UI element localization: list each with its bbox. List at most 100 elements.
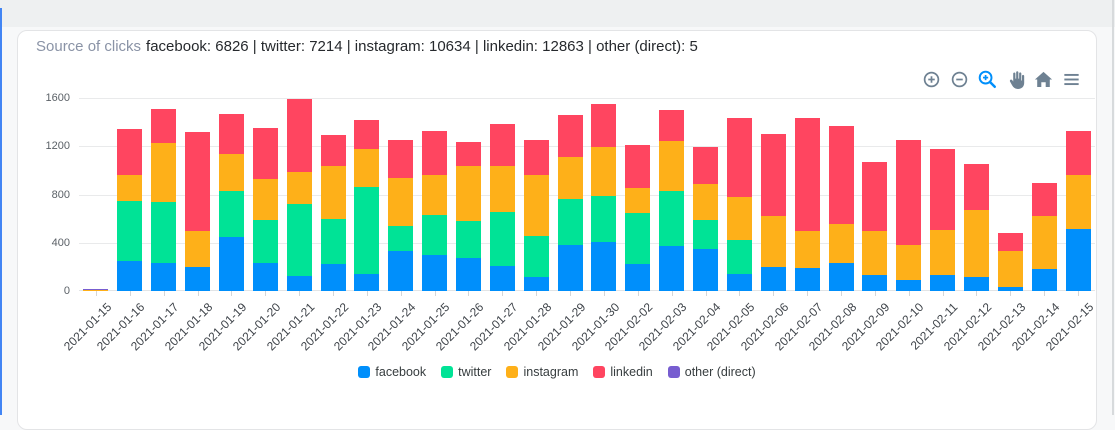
bar-2021-01-21[interactable] [286,99,312,291]
bar-segment-instagram [489,166,515,212]
bar-2021-02-12[interactable] [963,164,989,291]
bar-segment-facebook [422,254,448,291]
bar-segment-instagram [591,147,617,197]
bar-2021-01-15[interactable] [83,289,109,291]
bar-2021-01-16[interactable] [117,128,143,291]
zoom-out-icon[interactable] [949,69,970,90]
legend-item-facebook[interactable]: facebook [358,365,426,379]
bar-segment-facebook [659,246,685,291]
menu-icon[interactable] [1061,69,1082,90]
x-axis-tick [231,291,233,296]
x-axis-tick [603,291,605,296]
bar-2021-01-20[interactable] [252,127,278,291]
bar-segment-linkedin [591,104,617,148]
bar-2021-02-13[interactable] [997,232,1023,291]
bar-2021-02-15[interactable] [1065,130,1091,291]
bar-2021-01-17[interactable] [151,108,177,291]
zoom-in-icon[interactable] [921,69,942,90]
bar-segment-twitter [489,212,515,267]
bar-2021-01-28[interactable] [523,140,549,291]
bar-segment-facebook [185,267,211,291]
bar-2021-02-09[interactable] [862,161,888,291]
bar-2021-01-25[interactable] [422,131,448,291]
x-axis-tick [163,291,165,296]
bar-segment-instagram [1065,174,1091,229]
legend-item-linkedin[interactable]: linkedin [593,365,653,379]
legend-marker [358,366,371,378]
home-icon[interactable] [1033,69,1054,90]
bar-segment-instagram [320,166,346,219]
legend-marker [441,366,454,378]
x-axis-tick [502,291,504,296]
bar-2021-01-18[interactable] [185,132,211,291]
x-axis-tick [129,291,131,296]
bar-segment-facebook [320,264,346,291]
legend-item-twitter[interactable]: twitter [441,365,491,379]
x-axis-tick [570,291,572,296]
bar-2021-02-05[interactable] [726,117,752,291]
x-axis-tick [637,291,639,296]
x-axis-tick [299,291,301,296]
bar-2021-02-11[interactable] [930,149,956,291]
x-axis-line [79,290,1095,291]
bar-segment-twitter [286,204,312,276]
x-axis-tick [671,291,673,296]
bar-segment-twitter [455,221,481,258]
bar-2021-02-08[interactable] [828,126,854,291]
y-axis-label: 1200 [45,140,70,153]
bar-2021-01-29[interactable] [557,114,583,291]
legend-item-other-direct-[interactable]: other (direct) [667,365,756,379]
bar-segment-linkedin [794,117,820,231]
bar-segment-instagram [286,171,312,205]
x-axis-tick [366,291,368,296]
bar-segment-linkedin [659,110,685,141]
bar-2021-01-30[interactable] [591,104,617,291]
left-accent-bar [0,8,2,415]
x-axis-tick [468,291,470,296]
bar-segment-instagram [523,175,549,237]
bar-2021-01-26[interactable] [455,142,481,291]
bar-segment-twitter [693,220,719,250]
bar-segment-linkedin [252,127,278,179]
bar-segment-twitter [388,225,414,252]
bar-2021-02-02[interactable] [625,145,651,291]
bar-2021-02-07[interactable] [794,117,820,291]
x-axis-tick [773,291,775,296]
bar-segment-other-direct- [83,289,109,290]
bar-2021-01-24[interactable] [388,140,414,291]
bar-segment-facebook [151,262,177,291]
bar-2021-02-04[interactable] [693,146,719,291]
bar-segment-instagram [896,245,922,281]
bar-2021-02-14[interactable] [1031,183,1057,291]
bar-segment-linkedin [1031,183,1057,216]
pan-icon[interactable] [1005,69,1026,90]
bar-2021-02-10[interactable] [896,139,922,291]
bar-segment-instagram [760,215,786,268]
chart-panel: Source of clicks facebook: 6826 | twitter… [17,30,1097,430]
bar-2021-01-23[interactable] [354,119,380,291]
bar-2021-02-06[interactable] [760,133,786,291]
bar-segment-linkedin [557,114,583,157]
bar-segment-twitter [726,239,752,274]
x-axis-tick [1044,291,1046,296]
bar-2021-01-22[interactable] [320,134,346,291]
selection-zoom-icon[interactable] [977,69,998,90]
x-axis-tick [333,291,334,296]
bar-2021-01-19[interactable] [218,114,244,291]
chart-legend: facebook twitter instagram linkedin other (d… [18,365,1096,379]
bar-segment-instagram [557,156,583,200]
bar-2021-01-27[interactable] [489,123,515,291]
bar-segment-instagram [185,231,211,268]
bar-segment-facebook [117,260,143,291]
gridline [79,98,1095,99]
bar-segment-linkedin [1065,130,1091,175]
legend-marker [506,366,519,378]
bar-segment-twitter [320,218,346,265]
bar-2021-02-03[interactable] [659,110,685,291]
x-axis-tick [942,291,944,296]
bar-segment-instagram [252,178,278,221]
legend-item-instagram[interactable]: instagram [506,365,578,379]
bar-segment-instagram [1031,215,1057,269]
bar-segment-linkedin [726,117,752,197]
x-axis-tick [1078,291,1080,296]
